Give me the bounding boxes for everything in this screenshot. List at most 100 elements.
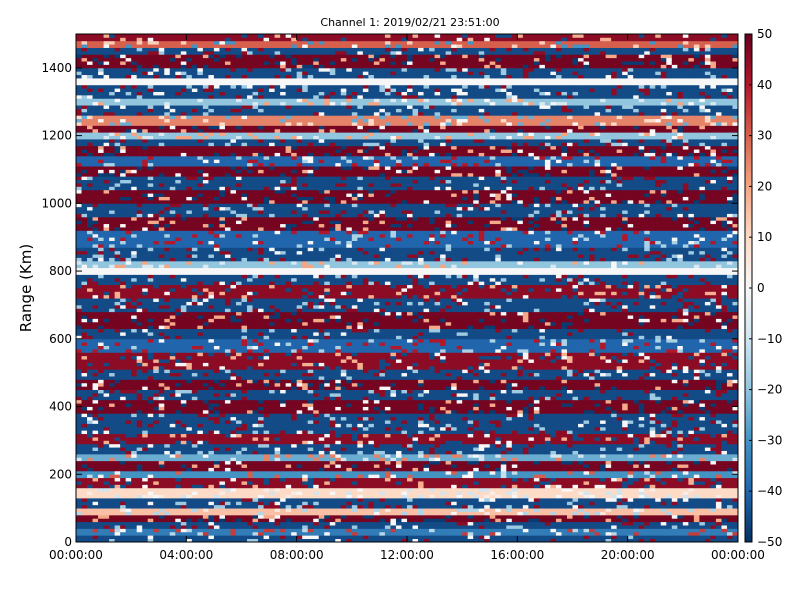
heatmap-cell — [584, 498, 590, 502]
heatmap-cell — [396, 413, 402, 417]
heatmap-cell — [280, 420, 286, 424]
heatmap-cell — [247, 495, 253, 499]
heatmap-cell — [584, 474, 590, 478]
heatmap-cell — [286, 481, 292, 485]
heatmap-cell — [186, 413, 192, 417]
heatmap-cell — [666, 454, 672, 458]
heatmap-cell — [479, 478, 485, 482]
heatmap-cell — [76, 457, 82, 461]
heatmap-cell — [208, 535, 214, 539]
heatmap-cell — [589, 437, 595, 441]
heatmap-cell — [324, 518, 330, 522]
heatmap-cell — [379, 400, 385, 404]
heatmap-cell — [694, 484, 700, 488]
heatmap-cell — [203, 498, 209, 502]
heatmap-cell — [214, 518, 220, 522]
heatmap-cell — [197, 434, 203, 438]
heatmap-cell — [396, 427, 402, 431]
heatmap-cell — [324, 488, 330, 492]
heatmap-cell — [688, 515, 694, 519]
heatmap-cell — [148, 508, 154, 512]
heatmap-cell — [230, 457, 236, 461]
heatmap-cell — [677, 522, 683, 526]
heatmap-cell — [595, 454, 601, 458]
heatmap-cell — [446, 522, 452, 526]
heatmap-cell — [148, 423, 154, 427]
heatmap-cell — [468, 420, 474, 424]
heatmap-cell — [385, 440, 391, 444]
heatmap-cell — [490, 437, 496, 441]
heatmap-cell — [374, 464, 380, 468]
heatmap-cell — [517, 440, 523, 444]
heatmap-cell — [556, 491, 562, 495]
heatmap-cell — [131, 495, 137, 499]
heatmap-cell — [661, 532, 667, 536]
heatmap-cell — [595, 484, 601, 488]
heatmap-cell — [236, 535, 242, 539]
heatmap-cell — [424, 515, 430, 519]
heatmap-cell — [628, 525, 634, 529]
heatmap-cell — [308, 522, 314, 526]
heatmap-cell — [390, 478, 396, 482]
heatmap-cell — [219, 413, 225, 417]
heatmap-cell — [413, 454, 419, 458]
heatmap-cell — [87, 522, 93, 526]
heatmap-cell — [683, 505, 689, 509]
heatmap-cell — [308, 474, 314, 478]
heatmap-cell — [335, 491, 341, 495]
heatmap-cell — [523, 413, 529, 417]
heatmap-cell — [710, 440, 716, 444]
heatmap-cell — [131, 478, 137, 482]
heatmap-cell — [473, 403, 479, 407]
heatmap-cell — [699, 447, 705, 451]
heatmap-cell — [584, 481, 590, 485]
heatmap-cell — [219, 495, 225, 499]
heatmap-cell — [253, 444, 259, 448]
heatmap-cell — [98, 464, 104, 468]
heatmap-cell — [705, 535, 711, 539]
heatmap-cell — [330, 457, 336, 461]
heatmap-cell — [694, 491, 700, 495]
heatmap-cell — [236, 454, 242, 458]
heatmap-cell — [335, 484, 341, 488]
heatmap-cell — [175, 512, 181, 516]
heatmap-cell — [203, 447, 209, 451]
heatmap-cell — [633, 410, 639, 414]
heatmap-cell — [275, 400, 281, 404]
heatmap-cell — [435, 522, 441, 526]
heatmap-cell — [319, 417, 325, 421]
heatmap-cell — [258, 437, 264, 441]
heatmap-cell — [313, 430, 319, 434]
heatmap-cell — [186, 423, 192, 427]
heatmap-cell — [341, 430, 347, 434]
heatmap-cell — [286, 407, 292, 411]
heatmap-cell — [247, 535, 253, 539]
heatmap-cell — [556, 461, 562, 465]
heatmap-cell — [407, 464, 413, 468]
heatmap-cell — [396, 400, 402, 404]
heatmap-cell — [666, 522, 672, 526]
heatmap-cell — [87, 512, 93, 516]
heatmap-cell — [567, 464, 573, 468]
heatmap-cell — [357, 447, 363, 451]
heatmap-cell — [258, 467, 264, 471]
heatmap-cell — [313, 495, 319, 499]
heatmap-cell — [236, 488, 242, 492]
heatmap-cell — [192, 501, 198, 505]
heatmap-cell — [170, 515, 176, 519]
heatmap-cell — [286, 447, 292, 451]
heatmap-cell — [115, 495, 121, 499]
heatmap-cell — [159, 491, 165, 495]
heatmap-cell — [573, 403, 579, 407]
heatmap-cell — [595, 528, 601, 532]
heatmap-cell — [258, 501, 264, 505]
heatmap-cell — [390, 518, 396, 522]
heatmap-cell — [164, 403, 170, 407]
heatmap-cell — [120, 474, 126, 478]
heatmap-cell — [286, 488, 292, 492]
heatmap-cell — [330, 508, 336, 512]
heatmap-cell — [490, 495, 496, 499]
heatmap-cell — [148, 491, 154, 495]
heatmap-cell — [495, 417, 501, 421]
heatmap-cell — [556, 481, 562, 485]
